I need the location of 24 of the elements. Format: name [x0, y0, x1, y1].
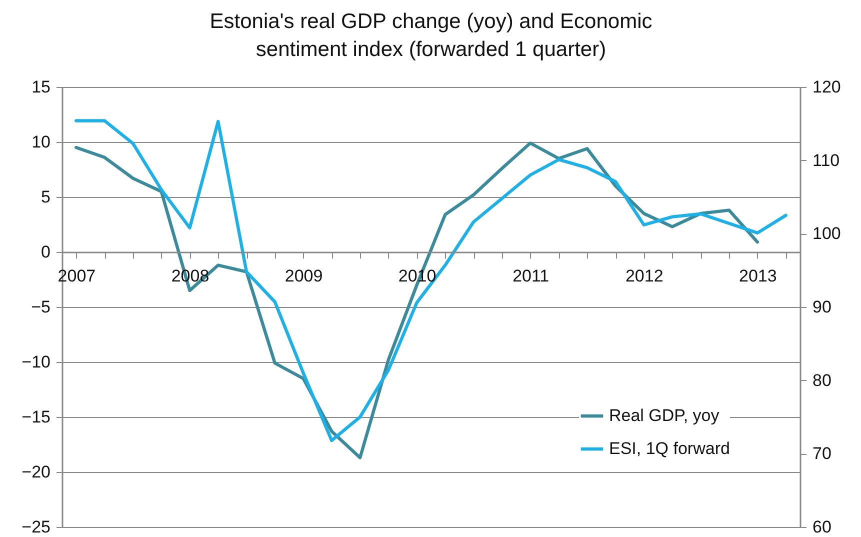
x-tick-label: 2007: [58, 266, 96, 286]
y2-tick-label: 60: [812, 518, 832, 536]
legend-label: ESI, 1Q forward: [609, 439, 730, 458]
y-tick-label: −15: [22, 408, 50, 426]
legend-label: Real GDP, yoy: [609, 406, 720, 425]
y-tick-label: −25: [22, 518, 50, 536]
x-tick-label: 2009: [284, 266, 323, 286]
x-tick-label: 2013: [739, 266, 777, 286]
y2-tick-label: 120: [812, 78, 841, 96]
y-tick-label: −20: [22, 462, 50, 482]
chart-title: Estonia's real GDP change (yoy) and Economic sentiment index (forwarded 1 quarter): [210, 10, 652, 61]
y-tick-label: 15: [32, 78, 50, 96]
y2-tick-label: 100: [812, 224, 841, 244]
y-tick-label: 5: [41, 188, 50, 206]
x-tick-label: 2012: [625, 266, 664, 286]
y2-tick-label: 110: [812, 150, 840, 170]
y2-tick-label: 80: [812, 370, 832, 390]
y-tick-label: −10: [22, 352, 50, 372]
y-tick-label: −5: [31, 298, 50, 316]
y-tick-label: 10: [32, 132, 50, 152]
y2-tick-label: 90: [812, 298, 832, 316]
y-tick-label: 0: [41, 242, 50, 262]
x-tick-label: 2011: [512, 266, 550, 286]
y2-tick-label: 70: [812, 444, 832, 464]
